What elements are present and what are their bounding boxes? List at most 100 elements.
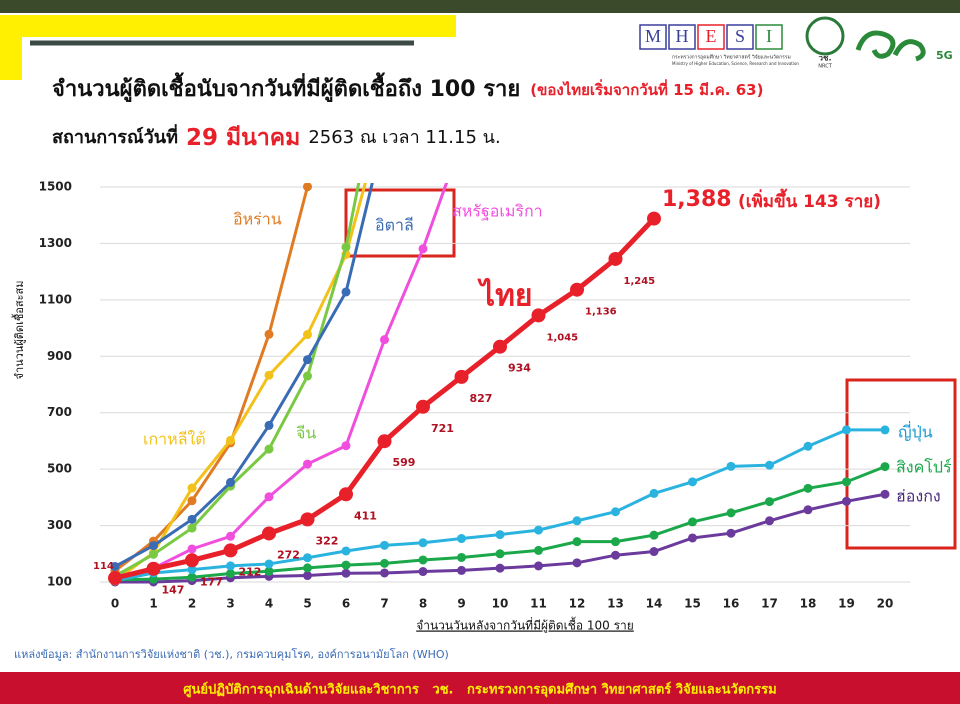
data-point [649, 547, 659, 557]
y-tick-label: 900 [47, 349, 72, 363]
data-point [226, 435, 235, 445]
data-point [457, 565, 466, 575]
data-point [339, 487, 353, 502]
x-tick-label: 1 [149, 597, 157, 611]
data-point [454, 369, 469, 384]
data-point [880, 462, 890, 472]
data-point [726, 508, 736, 518]
legend-label: ญี่ปุ่น [898, 421, 933, 443]
x-tick-label: 14 [646, 597, 663, 611]
data-point [534, 525, 543, 535]
data-point [108, 571, 122, 586]
data-point [300, 512, 315, 527]
subtitle: สถานการณ์วันที่ 29 มีนาคม 2563 ณ เวลา 11.1… [52, 124, 501, 151]
data-point [341, 546, 351, 556]
value-label: 114 [93, 561, 114, 572]
x-tick-label: 20 [877, 597, 894, 611]
data-point [226, 561, 235, 571]
value-label: 212 [239, 565, 262, 578]
data-point [303, 571, 312, 581]
legend-label: เกาหลีใต้ [143, 430, 206, 449]
data-point [688, 477, 697, 487]
yellow-side [0, 15, 22, 80]
yellow-bar [0, 15, 456, 37]
logo-box [755, 24, 783, 50]
data-point [264, 329, 274, 339]
data-point [608, 251, 623, 266]
value-label: 272 [277, 548, 300, 561]
data-point [495, 530, 505, 540]
highlight-box [845, 378, 957, 550]
data-point [493, 339, 507, 354]
series-line [114, 183, 374, 568]
value-label: 411 [354, 509, 377, 522]
logo-name-th: กระทรวงการอุดมศึกษา วิทยาศาสตร์ วิจัยและ… [672, 54, 791, 61]
y-tick-label: 500 [47, 462, 72, 476]
x-tick-label: 6 [342, 597, 350, 611]
data-point [649, 530, 659, 540]
data-point [226, 569, 235, 579]
data-point [572, 558, 582, 568]
x-tick-label: 0 [111, 597, 119, 611]
value-label: 599 [393, 456, 416, 469]
data-point [842, 477, 851, 487]
series-line [114, 183, 361, 578]
legend-label: จีน [296, 424, 316, 443]
y-tick-label: 300 [47, 518, 72, 532]
data-point [803, 505, 813, 515]
tag-5g: 5G [936, 49, 953, 62]
data-point [495, 549, 505, 559]
legend-label: สหรัฐอเมริกา [452, 202, 543, 221]
data-point [649, 488, 659, 498]
data-point [380, 568, 389, 578]
y-tick-label: 700 [47, 405, 72, 419]
data-point [842, 496, 851, 506]
data-point [380, 540, 389, 550]
value-label: 827 [470, 392, 493, 405]
data-point [303, 563, 312, 573]
logo-letter: S [735, 26, 745, 46]
data-point [341, 560, 351, 570]
value-label: 934 [508, 362, 531, 375]
data-point [187, 565, 197, 575]
data-point [688, 533, 697, 543]
value-label: 1,136 [585, 307, 617, 318]
subtitle-prefix: สถานการณ์วันที่ [52, 124, 178, 148]
x-tick-label: 17 [761, 597, 778, 611]
data-point [726, 461, 736, 471]
data-point [647, 211, 661, 226]
x-tick-label: 5 [303, 597, 311, 611]
x-tick-label: 3 [226, 597, 234, 611]
logo-box [726, 24, 754, 50]
logo-name-en: Ministry of Higher Education, Science, R… [672, 61, 799, 66]
legend-label: อิหร่าน [233, 210, 282, 229]
data-point [226, 531, 235, 541]
logo-box [697, 24, 725, 50]
series-line [114, 183, 449, 579]
nrct-en: NRCT [818, 64, 832, 70]
data-point [495, 563, 505, 573]
data-point [377, 434, 392, 449]
top-band [0, 0, 960, 13]
data-point [534, 561, 543, 571]
data-point [418, 244, 428, 254]
value-label: 147 [162, 584, 185, 597]
logo-box [639, 24, 667, 50]
data-point [803, 441, 813, 451]
data-point [765, 516, 774, 526]
plot-area [108, 183, 890, 587]
data-point [187, 544, 197, 554]
data-point [187, 523, 197, 533]
x-tick-label: 12 [569, 597, 586, 611]
x-tick-label: 16 [723, 597, 740, 611]
value-label: 721 [431, 422, 454, 435]
data-point [226, 477, 235, 487]
data-point [572, 516, 582, 526]
data-point [611, 507, 620, 517]
logo-letter: H [676, 26, 689, 46]
data-point [187, 483, 197, 493]
data-point [262, 526, 276, 541]
